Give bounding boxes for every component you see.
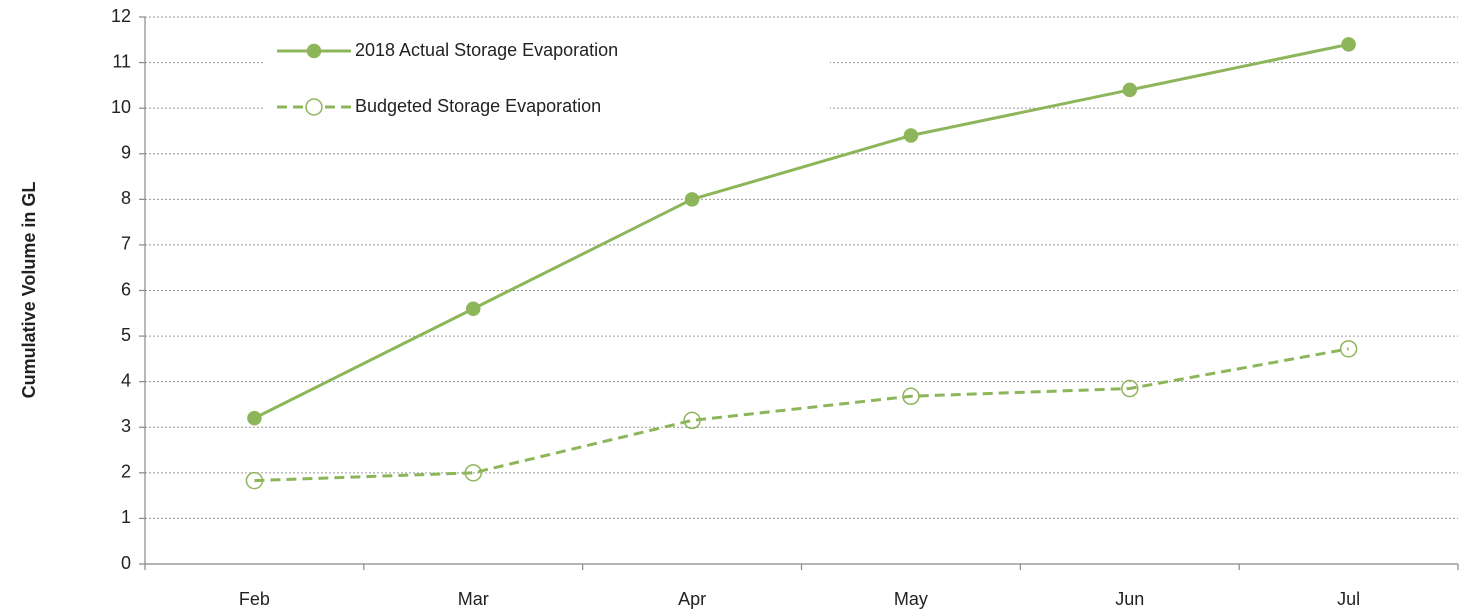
x-tick-label: May bbox=[894, 589, 928, 609]
y-tick-label: 8 bbox=[121, 188, 131, 208]
data-point bbox=[247, 410, 262, 426]
legend-label: 2018 Actual Storage Evaporation bbox=[355, 40, 618, 60]
data-point bbox=[1121, 379, 1139, 398]
data-point bbox=[466, 301, 481, 316]
y-tick-label: 6 bbox=[121, 279, 131, 299]
y-tick-label: 3 bbox=[121, 416, 131, 436]
data-point bbox=[464, 464, 482, 482]
data-point bbox=[245, 471, 264, 490]
legend-label: Budgeted Storage Evaporation bbox=[355, 96, 601, 116]
data-point bbox=[902, 387, 920, 406]
legend-marker bbox=[306, 43, 322, 59]
data-point bbox=[1341, 37, 1356, 52]
series-line bbox=[253, 42, 1349, 420]
legend-marker bbox=[305, 98, 323, 116]
y-tick-label: 7 bbox=[121, 234, 131, 254]
y-tick-label: 2 bbox=[121, 462, 131, 482]
y-tick-label: 1 bbox=[121, 507, 131, 527]
y-tick-label: 9 bbox=[121, 143, 131, 163]
y-axis-label: Cumulative Volume in GL bbox=[19, 182, 39, 399]
x-tick-label: Mar bbox=[458, 589, 489, 609]
x-tick-label: Jul bbox=[1337, 589, 1360, 609]
x-tick-label: Feb bbox=[239, 589, 270, 609]
legend-box bbox=[265, 30, 830, 130]
x-tick-label: Jun bbox=[1115, 589, 1144, 609]
data-point bbox=[684, 192, 700, 207]
data-point bbox=[683, 411, 701, 430]
y-tick-label: 5 bbox=[121, 325, 131, 345]
data-point bbox=[1339, 340, 1358, 358]
y-tick-label: 10 bbox=[111, 97, 131, 117]
data-point bbox=[903, 128, 919, 143]
y-tick-label: 0 bbox=[121, 553, 131, 573]
y-tick-label: 12 bbox=[111, 6, 131, 26]
y-tick-label: 11 bbox=[112, 51, 131, 71]
series-line bbox=[254, 347, 1349, 483]
y-tick-label: 4 bbox=[121, 370, 131, 390]
x-tick-label: Apr bbox=[678, 589, 706, 609]
data-point bbox=[1122, 82, 1137, 98]
